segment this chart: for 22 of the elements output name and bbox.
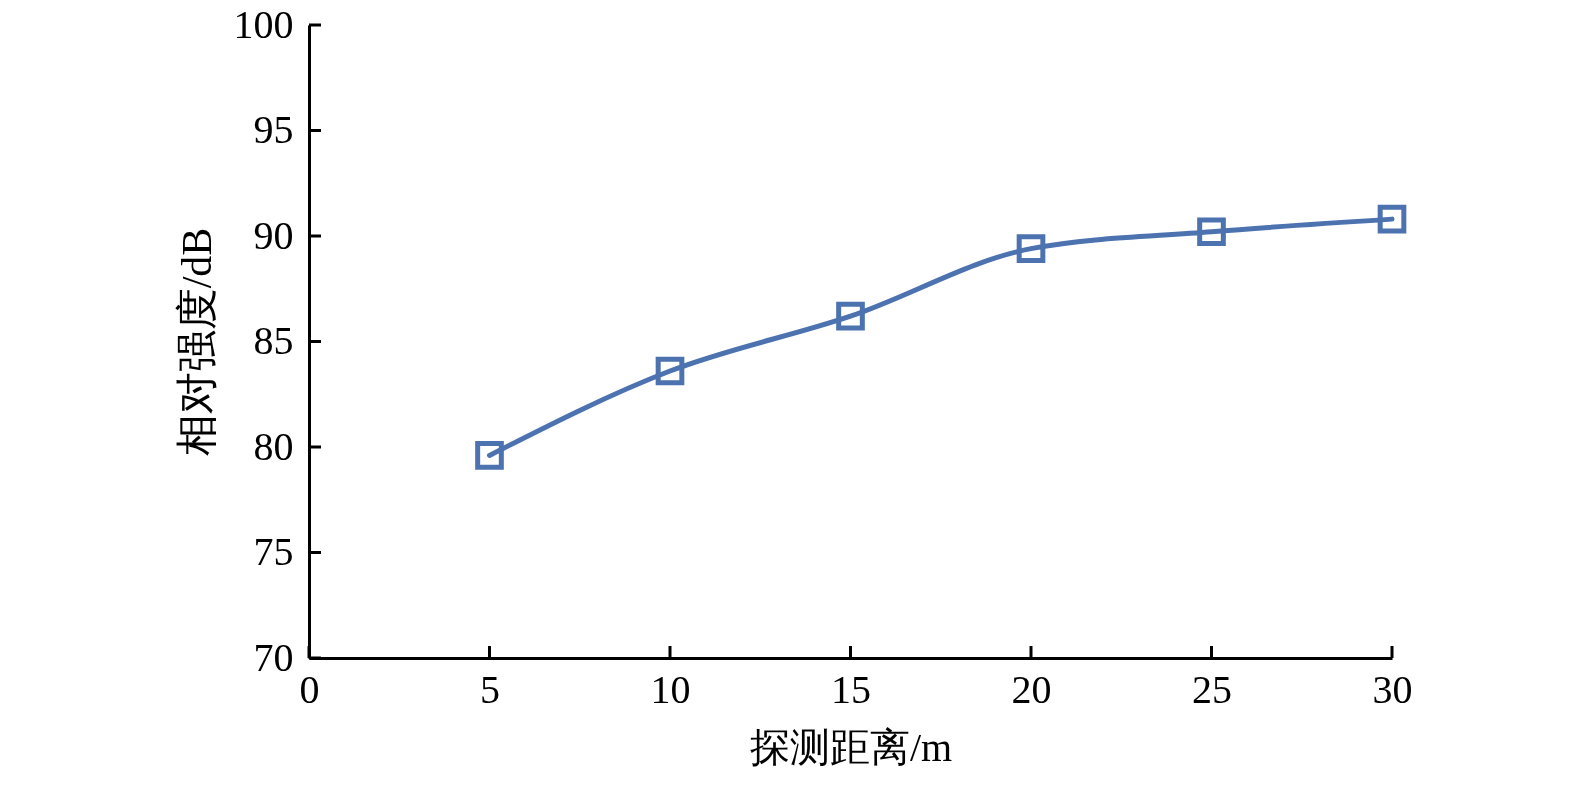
- point: [1377, 204, 1407, 234]
- x-tick-label: 0: [299, 666, 320, 712]
- x-tick-label: 10: [650, 666, 691, 712]
- y-tick-label: 75: [253, 529, 294, 574]
- y-tick-label: 70: [253, 634, 294, 680]
- point: [1016, 234, 1046, 263]
- y-tick-label: 80: [253, 423, 294, 469]
- x-axis-title: 探测距离/m: [749, 724, 953, 770]
- y-axis-title: 相对强度/dB: [173, 227, 220, 457]
- x-tick-label: 5: [480, 666, 500, 712]
- x-tick-label: 25: [1192, 666, 1232, 712]
- y-tick-label: 90: [253, 212, 294, 258]
- y-tick-label: 100: [233, 1, 294, 47]
- x-tick-label: 20: [1011, 666, 1052, 712]
- point: [475, 441, 504, 470]
- x-tick-label: 30: [1372, 666, 1413, 712]
- y-tick-label: 95: [253, 107, 294, 152]
- y-tick-label: 85: [253, 318, 294, 363]
- point: [655, 356, 685, 386]
- point: [1197, 217, 1226, 247]
- x-tick-label: 15: [831, 666, 871, 712]
- point: [836, 301, 865, 331]
